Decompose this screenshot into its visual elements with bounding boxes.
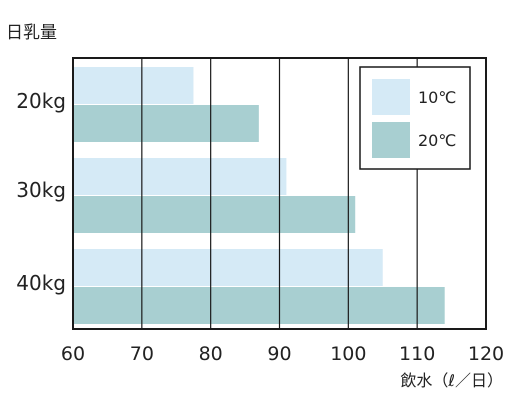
- legend-swatch: [372, 122, 410, 158]
- x-tick-label: 80: [199, 343, 223, 365]
- bar-40kg-10℃: [73, 249, 383, 286]
- legend-label: 10℃: [418, 88, 456, 107]
- x-tick-labels: 60 70 80 90 100 110 120: [61, 343, 504, 365]
- category-label: 30kg: [16, 178, 66, 202]
- legend-swatch: [372, 79, 410, 115]
- x-tick-label: 110: [399, 343, 435, 365]
- plot-frame: [72, 57, 487, 330]
- bar-40kg-20℃: [73, 287, 445, 324]
- bar-30kg-10℃: [73, 158, 287, 195]
- bar-20kg-20℃: [73, 105, 259, 142]
- bars: [73, 67, 445, 324]
- plot-border: [72, 57, 487, 330]
- legend: 10℃ 20℃: [359, 66, 471, 170]
- x-axis-title: 飲水（ℓ／日）: [400, 371, 503, 390]
- legend-label: 20℃: [418, 131, 456, 150]
- category-label: 20kg: [16, 89, 66, 113]
- x-tick-label: 60: [61, 343, 85, 365]
- x-tick-label: 100: [330, 343, 366, 365]
- category-label: 40kg: [16, 271, 66, 295]
- x-tick-label: 70: [130, 343, 154, 365]
- x-tick-label: 120: [468, 343, 504, 365]
- bar-30kg-20℃: [73, 196, 356, 233]
- bar-20kg-10℃: [73, 67, 194, 104]
- y-axis-title: 日乳量: [6, 23, 57, 43]
- x-tick-label: 90: [267, 343, 291, 365]
- category-labels: 20kg 30kg 40kg: [16, 89, 66, 295]
- grid: [141, 58, 418, 329]
